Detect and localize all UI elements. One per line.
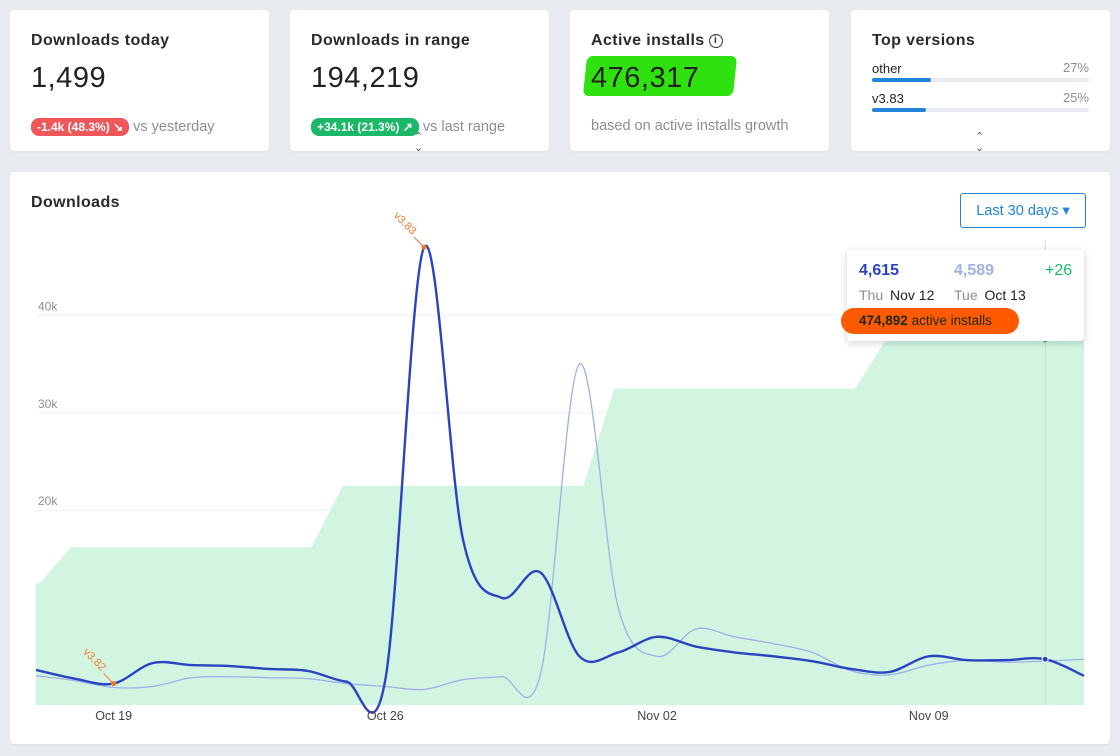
expand-chevron-icon[interactable]: ⌃ ⌄ (414, 131, 424, 154)
downloads-range-value: 194,219 (311, 62, 420, 94)
y-tick-label: 20k (38, 494, 58, 508)
tooltip-current-date: Thu Nov 12 (859, 287, 934, 303)
info-icon[interactable]: i (708, 34, 723, 48)
tooltip-previous-date: Tue Oct 13 (954, 287, 1026, 303)
downloads-today-value: 1,499 (31, 62, 107, 94)
active-installs-card: Active installs i 476,317 based on active… (570, 10, 829, 151)
previous-period-line (35, 363, 1085, 699)
version-bar-fill (872, 78, 931, 82)
downloads-today-card: Downloads today 1,499 -1.4k (48.3%) ↘ vs… (10, 10, 269, 151)
top-versions-card: Top versions other 27% v3.83 25% ⌃ ⌄ (851, 10, 1110, 154)
active-installs-title: Active installs i (591, 32, 723, 50)
downloads-chart-card: Downloads Last 30 days ▾ 10k20k30k40kv3.… (10, 172, 1110, 744)
version-bar-fill (872, 108, 927, 112)
tooltip-previous-value: 4,589 (954, 262, 995, 279)
version-name: other (872, 61, 902, 76)
downloads-range-card: Downloads in range 194,219 +34.1k (21.3%… (290, 10, 549, 154)
tooltip-installs-row: 474,892 active installs (841, 308, 1021, 334)
tooltip-installs-value: 474,892 (859, 313, 908, 328)
downloads-range-change-row: +34.1k (21.3%) ↗ vs last range (311, 118, 505, 136)
expand-chevron-icon[interactable]: ⌃ ⌄ (975, 131, 985, 154)
downloads-today-change-row: -1.4k (48.3%) ↘ vs yesterday (31, 118, 215, 136)
tooltip-current-value: 4,615 (859, 262, 900, 279)
downloads-today-title: Downloads today (31, 32, 170, 49)
orange-highlight-mark (841, 308, 1019, 334)
downloads-range-title: Downloads in range (311, 32, 471, 49)
tooltip-current-date-text: Nov 12 (890, 287, 935, 303)
tooltip-current-day: Thu (859, 287, 884, 303)
top-versions-title: Top versions (872, 32, 976, 49)
y-tick-label: 40k (38, 299, 58, 313)
compare-label: vs last range (422, 118, 506, 135)
chart-tooltip: 4,615 4,589 +26 Thu Nov 12 Tue Oct 13 47… (841, 250, 1084, 341)
x-tick-label: Oct 26 (367, 709, 404, 723)
release-label: v3.83 (391, 210, 419, 238)
release-marker-leader (103, 673, 114, 684)
version-percent: 25% (1062, 90, 1089, 105)
release-marker-leader (413, 236, 425, 248)
active-installs-value-wrap: 476,317 (582, 56, 738, 96)
active-installs-area (36, 339, 1084, 705)
version-row-v3-83: v3.83 25% (872, 90, 1089, 112)
version-bar-track (872, 108, 1089, 112)
version-bar-track (872, 78, 1089, 82)
version-name: v3.83 (872, 91, 904, 106)
x-tick-label: Nov 09 (909, 709, 949, 723)
y-tick-label: 30k (38, 397, 58, 411)
tooltip-installs-text: 474,892 active installs (859, 313, 992, 328)
tooltip-installs-label: active installs (911, 313, 992, 328)
date-range-dropdown[interactable]: Last 30 days ▾ (960, 193, 1086, 228)
version-row-other: other 27% (872, 60, 1089, 82)
active-installs-value: 476,317 (591, 62, 700, 94)
x-tick-label: Oct 19 (95, 709, 132, 723)
tooltip-previous-day: Tue (954, 287, 978, 303)
hover-point-current (1041, 655, 1049, 663)
downloads-chart-title: Downloads (31, 194, 120, 211)
change-badge-positive: +34.1k (21.3%) ↗ (311, 118, 419, 136)
current-period-line (35, 244, 1085, 714)
change-badge-negative: -1.4k (48.3%) ↘ (31, 118, 130, 136)
active-installs-title-text: Active installs (591, 32, 705, 49)
version-percent: 27% (1062, 60, 1089, 75)
compare-label: vs yesterday (133, 118, 215, 135)
tooltip-previous-date-text: Oct 13 (984, 287, 1026, 303)
x-tick-label: Nov 02 (637, 709, 677, 723)
active-installs-note: based on active installs growth (591, 118, 789, 134)
tooltip-delta: +26 (1045, 262, 1073, 279)
